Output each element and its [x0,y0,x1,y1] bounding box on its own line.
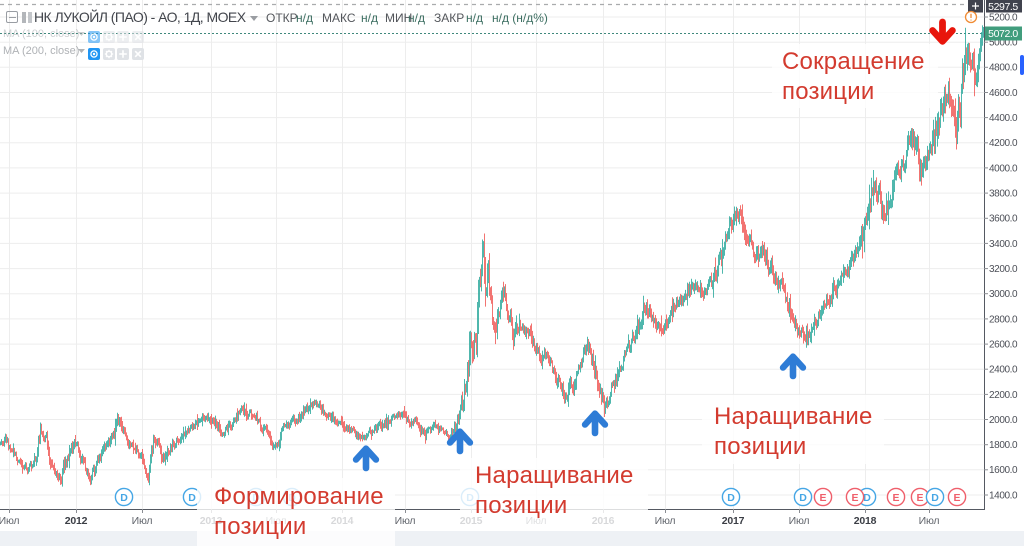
svg-text:2000.0: 2000.0 [989,415,1018,426]
svg-text:E: E [916,492,923,504]
svg-text:2018: 2018 [854,515,877,527]
svg-text:3200.0: 3200.0 [989,264,1018,275]
svg-text:5072.0: 5072.0 [988,28,1018,40]
svg-text:1600.0: 1600.0 [989,465,1018,476]
svg-text:2017: 2017 [722,515,745,527]
svg-text:2400.0: 2400.0 [989,365,1018,376]
svg-text:2600.0: 2600.0 [989,340,1018,351]
svg-text:D: D [188,492,196,504]
svg-text:3600.0: 3600.0 [989,214,1018,225]
svg-text:Июл: Июл [919,515,940,527]
svg-text:Июл: Июл [0,515,19,527]
svg-text:3400.0: 3400.0 [989,239,1018,250]
svg-text:D: D [863,492,871,504]
svg-text:2200.0: 2200.0 [989,390,1018,401]
svg-text:4200.0: 4200.0 [989,138,1018,149]
svg-text:E: E [851,492,858,504]
svg-text:D: D [727,492,735,504]
svg-text:3000.0: 3000.0 [989,289,1018,300]
svg-text:5200.0: 5200.0 [989,12,1018,23]
svg-text:1800.0: 1800.0 [989,440,1018,451]
svg-text:4600.0: 4600.0 [989,88,1018,99]
svg-text:Июл: Июл [789,515,810,527]
svg-text:4000.0: 4000.0 [989,163,1018,174]
svg-text:5297.5: 5297.5 [988,1,1018,13]
svg-text:D: D [931,492,939,504]
svg-text:Июл: Июл [655,515,676,527]
svg-text:2012: 2012 [65,515,88,527]
svg-text:Июл: Июл [395,515,416,527]
svg-text:3800.0: 3800.0 [989,189,1018,200]
svg-text:E: E [953,492,960,504]
svg-text:E: E [819,492,826,504]
svg-text:D: D [799,492,807,504]
svg-text:E: E [892,492,899,504]
svg-text:4800.0: 4800.0 [989,63,1018,74]
svg-text:D: D [120,492,128,504]
svg-text:1400.0: 1400.0 [989,490,1018,501]
svg-text:Июл: Июл [132,515,153,527]
svg-text:4400.0: 4400.0 [989,113,1018,124]
svg-text:2800.0: 2800.0 [989,314,1018,325]
svg-text:5000.0: 5000.0 [989,38,1018,49]
